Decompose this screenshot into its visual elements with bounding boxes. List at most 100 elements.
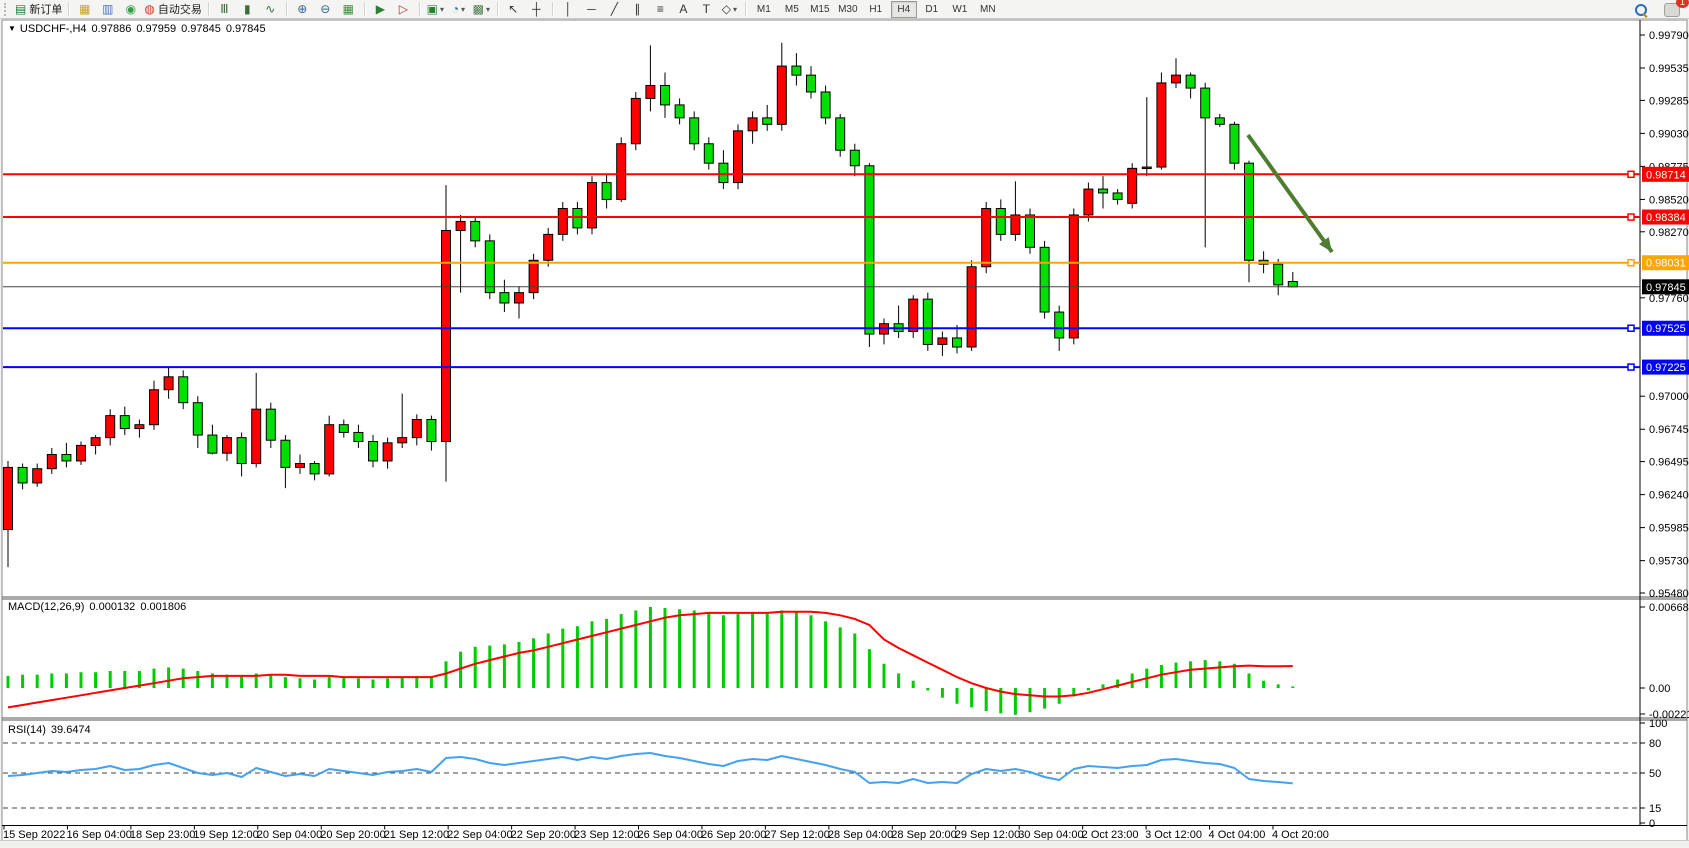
autotrade-button[interactable]: ◍ 自动交易 — [142, 1, 203, 18]
toolbar-separator — [68, 2, 70, 16]
timeframe-button-d1[interactable]: D1 — [925, 3, 939, 15]
svg-text:0: 0 — [1649, 818, 1655, 830]
svg-text:15: 15 — [1649, 803, 1661, 815]
svg-text:26 Sep 04:00: 26 Sep 04:00 — [638, 829, 703, 841]
horizontal-line-icon: ─ — [587, 1, 596, 16]
candlestick-chart-icon: ▮ — [244, 1, 251, 16]
fibonacci-icon: ≡ — [656, 1, 664, 16]
period-icon[interactable]: ◔ ▾ — [447, 1, 470, 18]
zoom-in-icon[interactable]: ⊕ — [291, 1, 314, 18]
templates-icon[interactable]: ▩ ▾ — [470, 1, 493, 18]
trendline-icon[interactable]: ╱ — [603, 1, 626, 18]
channel-icon: ∥ — [634, 1, 641, 16]
period-icon: ◔ — [451, 1, 459, 16]
toolbar: ▤ 新订单 ▦ ▥ ◉ ◍ 自动交易 Ⅲ ▮ ∿ ⊕ ⊖ ▦ ▶ ▷ ▣ ▾ ◔ ▾ ▩ ▾ ↖ ┼ │ ─ ╱ ∥ ≡ A T ◇ ▾ M1 M… — [0, 0, 1689, 19]
svg-text:4 Oct 20:00: 4 Oct 20:00 — [1272, 829, 1329, 841]
channel-icon[interactable]: ∥ — [626, 1, 649, 18]
timeframe-button-h4[interactable]: H4 — [890, 0, 917, 18]
chart-shift-icon[interactable]: ▷ — [392, 1, 415, 18]
svg-text:0.00: 0.00 — [1649, 683, 1670, 695]
toolbar-separator — [285, 2, 287, 16]
macd-name-label: MACD(12,26,9) — [8, 601, 85, 613]
notifications-badge: 1 — [1676, 0, 1689, 8]
macd-signal-line — [7, 610, 1293, 709]
svg-text:0.99030: 0.99030 — [1649, 128, 1689, 140]
fibonacci-icon[interactable]: ≡ — [649, 1, 672, 18]
svg-text:0.99535: 0.99535 — [1649, 63, 1689, 75]
timeframe-button-m30[interactable]: M30 — [838, 3, 858, 15]
price-axis-labels: 0.997900.995350.992850.990300.987750.985… — [1640, 30, 1689, 600]
search-icon[interactable] — [1629, 1, 1652, 18]
notifications-icon[interactable]: 1 — [1660, 0, 1689, 18]
timeframe-button-m1[interactable]: M1 — [756, 3, 771, 15]
autotrade-button: ◍ — [144, 1, 155, 16]
timeframe-button-w1[interactable]: W1 — [952, 3, 968, 15]
text-icon: A — [679, 1, 688, 16]
crosshair-icon[interactable]: ┼ — [525, 1, 548, 18]
horizontal-line-icon[interactable]: ─ — [580, 1, 603, 18]
svg-text:0.95730: 0.95730 — [1649, 556, 1689, 568]
new-chart-icon-dropdown[interactable]: ▾ — [439, 4, 444, 14]
svg-text:30 Sep 04:00: 30 Sep 04:00 — [1018, 829, 1083, 841]
svg-text:0.96240: 0.96240 — [1649, 490, 1689, 502]
ohlc-low: 0.97845 — [181, 23, 221, 35]
data-window-icon[interactable]: ▥ — [96, 1, 119, 18]
toolbar-separator — [207, 2, 209, 16]
timeframe-button-mn[interactable]: MN — [980, 3, 996, 15]
svg-text:0.97845: 0.97845 — [1646, 282, 1686, 294]
market-watch-icon[interactable]: ▦ — [73, 1, 96, 18]
line-chart-icon[interactable]: ∿ — [259, 1, 282, 18]
market-watch-icon: ▦ — [79, 1, 91, 16]
zoom-out-icon: ⊖ — [320, 1, 331, 16]
text-icon[interactable]: A — [672, 1, 695, 18]
new-order-button[interactable]: ▤ 新订单 — [13, 1, 64, 18]
signals-icon[interactable]: ◉ — [119, 1, 142, 18]
new-order-button: ▤ — [15, 1, 27, 16]
macd-axis-labels: 0.006684 0.00 -0.002217 — [1640, 602, 1689, 721]
timeframe-button-h1[interactable]: H1 — [869, 3, 883, 15]
svg-text:29 Sep 12:00: 29 Sep 12:00 — [955, 829, 1020, 841]
svg-text:0.98270: 0.98270 — [1649, 227, 1689, 239]
macd-header: MACD(12,26,9) 0.000132 0.001806 — [8, 601, 191, 613]
svg-text:0.97525: 0.97525 — [1646, 323, 1686, 335]
timeframe-button-m5[interactable]: M5 — [784, 3, 799, 15]
svg-text:0.96495: 0.96495 — [1649, 457, 1689, 469]
new-chart-icon[interactable]: ▣ ▾ — [424, 1, 447, 18]
period-icon-dropdown[interactable]: ▾ — [460, 4, 465, 14]
rsi-axis-labels: 100 80 50 15 0 — [1640, 718, 1667, 830]
tile-windows-icon: ▦ — [342, 1, 354, 16]
arrows-icon[interactable]: ◇ ▾ — [718, 1, 741, 18]
svg-text:19 Sep 12:00: 19 Sep 12:00 — [193, 829, 258, 841]
cursor-icon: ↖ — [508, 1, 519, 16]
zoom-out-icon[interactable]: ⊖ — [314, 1, 337, 18]
new-chart-icon: ▣ — [426, 1, 438, 16]
ohlc-close: 0.97845 — [225, 23, 266, 35]
chart-title: ▼ USDCHF-,H4 0.97886 0.97959 0.97845 0.97845 — [8, 23, 271, 35]
arrows-icon-dropdown[interactable]: ▾ — [732, 4, 737, 14]
chart-window-frame — [1, 19, 1688, 842]
candlestick-chart-icon[interactable]: ▮ — [236, 1, 259, 18]
macd-value: 0.000132 — [89, 601, 136, 613]
toolbar-drag-handle — [4, 2, 9, 16]
chart-dropdown-icon[interactable]: ▼ — [8, 24, 16, 33]
svg-text:22 Sep 20:00: 22 Sep 20:00 — [511, 829, 576, 841]
trendline-icon: ╱ — [610, 1, 618, 16]
svg-text:0.98031: 0.98031 — [1646, 258, 1686, 270]
bar-chart-icon[interactable]: Ⅲ — [213, 1, 236, 18]
templates-icon-dropdown[interactable]: ▾ — [485, 4, 490, 14]
trend-arrow-annotation — [1246, 133, 1334, 254]
auto-scroll-icon[interactable]: ▶ — [369, 1, 392, 18]
line-chart-icon: ∿ — [265, 1, 276, 16]
toolbar-separator — [744, 2, 746, 16]
vertical-line-icon: │ — [564, 1, 573, 16]
cursor-icon[interactable]: ↖ — [502, 1, 525, 18]
svg-text:0.99790: 0.99790 — [1649, 30, 1689, 42]
toolbar-separator — [496, 2, 498, 16]
vertical-line-icon[interactable]: │ — [557, 1, 580, 18]
tile-windows-icon[interactable]: ▦ — [337, 1, 360, 18]
text-label-icon[interactable]: T — [695, 1, 718, 18]
rsi-pane-group — [3, 742, 1640, 809]
timeframe-button-m15[interactable]: M15 — [810, 3, 830, 15]
